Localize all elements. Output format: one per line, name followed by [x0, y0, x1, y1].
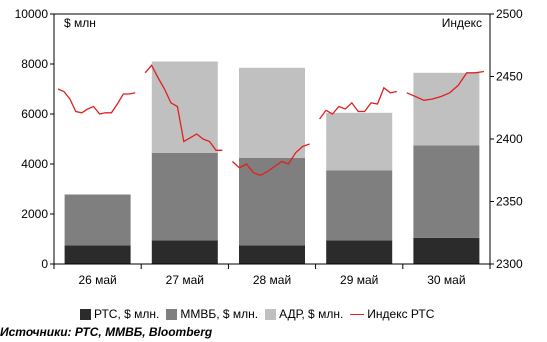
- right-tick-label-1: 2350: [496, 195, 523, 209]
- legend-label-micex: ММВБ, $ млн.: [180, 307, 259, 321]
- bar-micex-4: [326, 170, 393, 241]
- legend-swatch-micex: [166, 308, 178, 320]
- bar-micex-2: [151, 152, 218, 241]
- bar-adr-5: [413, 72, 480, 146]
- source-note: Источники: РТС, ММВБ, Bloomberg: [0, 325, 213, 339]
- x-axis: 26 май 27 май 28 май 29 май 30 май: [53, 264, 491, 287]
- bar-adr-4: [326, 112, 393, 171]
- legend-item-adr: АДР, $ млн.: [265, 307, 343, 321]
- bar-adr-3: [239, 67, 305, 158]
- legend-item-rts-index: Индекс РТС: [350, 307, 434, 321]
- right-tick-label-4: 2500: [496, 7, 523, 21]
- x-tick-label-4: 30 май: [427, 273, 465, 287]
- bars-layer: [64, 61, 480, 265]
- legend-label-rts: РТС, $ млн.: [94, 307, 160, 321]
- left-tick-label-3: 6000: [21, 107, 48, 121]
- left-axis: 0 2000 4000 6000 8000 10000: [15, 7, 54, 271]
- bar-rts-1: [64, 245, 131, 265]
- bar-rts-5: [413, 237, 480, 265]
- rts-index-line: [57, 64, 485, 177]
- legend-item-micex: ММВБ, $ млн.: [166, 307, 258, 321]
- bar-adr-2: [151, 61, 218, 153]
- bar-rts-4: [326, 240, 393, 265]
- left-tick-label-5: 10000: [15, 7, 49, 21]
- left-tick-label-2: 4000: [21, 157, 48, 171]
- x-tick-label-3: 29 май: [340, 273, 378, 287]
- left-axis-label: $ млн: [64, 16, 96, 30]
- bar-micex-1: [64, 194, 131, 246]
- legend-swatch-rts-index: [350, 313, 365, 315]
- legend-swatch-adr: [265, 308, 277, 320]
- bar-micex-5: [413, 145, 480, 238]
- right-tick-label-2: 2400: [496, 132, 523, 146]
- right-axis-label: Индекс: [442, 16, 482, 30]
- bar-rts-2: [151, 240, 218, 265]
- left-tick-label-1: 2000: [21, 207, 48, 221]
- bar-rts-3: [239, 245, 305, 265]
- right-tick-label-3: 2450: [496, 70, 523, 84]
- bar-micex-3: [239, 157, 305, 246]
- legend-label-rts-index: Индекс РТС: [367, 307, 435, 321]
- x-tick-label-1: 27 май: [166, 273, 204, 287]
- left-tick-label-0: 0: [41, 257, 48, 271]
- left-tick-label-4: 8000: [21, 57, 48, 71]
- legend-item-rts: РТС, $ млн.: [80, 307, 159, 321]
- legend-swatch-rts: [80, 308, 91, 320]
- legend: РТС, $ млн. ММВБ, $ млн. АДР, $ млн. Инд…: [80, 306, 441, 322]
- legend-label-adr: АДР, $ млн.: [279, 307, 344, 321]
- right-axis: 2300 2350 2400 2450 2500: [490, 7, 523, 271]
- x-tick-label-2: 28 май: [253, 273, 291, 287]
- right-tick-label-0: 2300: [496, 257, 523, 271]
- x-tick-label-0: 26 май: [78, 273, 116, 287]
